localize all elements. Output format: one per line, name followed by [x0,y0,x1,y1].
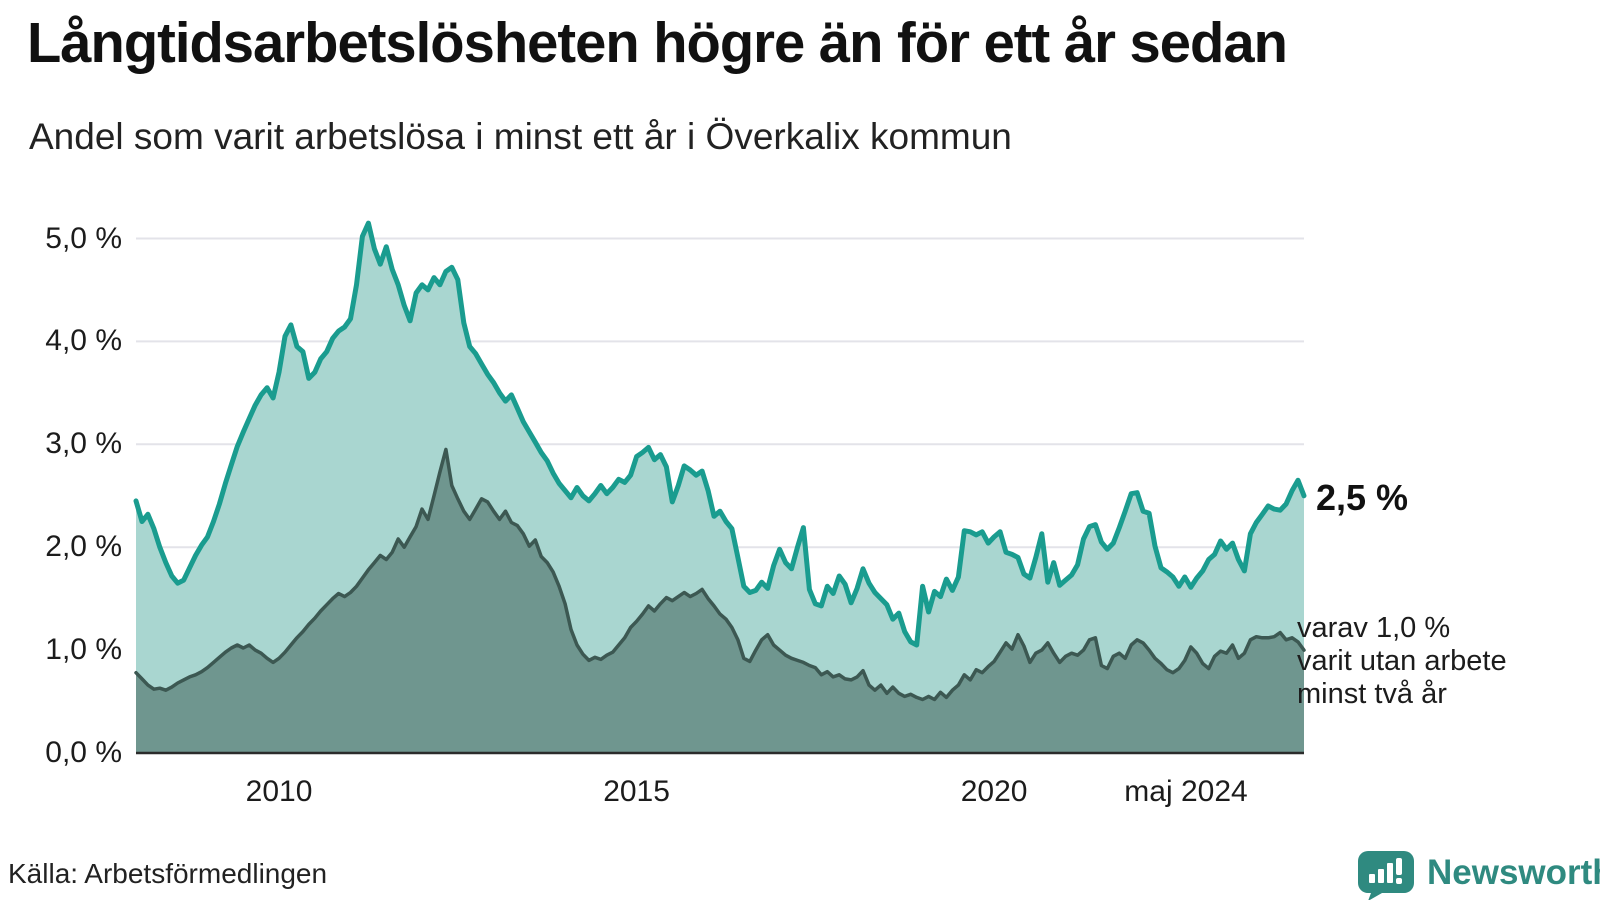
newsworthy-logo: Newsworthy [1358,851,1600,900]
chart-subtitle: Andel som varit arbetslösa i minst ett å… [29,116,1012,157]
x-tick-label: 2020 [960,775,1028,808]
source-note: Källa: Arbetsförmedlingen [8,858,328,889]
y-tick-label: 5,0 % [45,221,122,255]
x-tick-label: 2015 [603,775,670,808]
two-year-annotation: varav 1,0 % varit utan arbete minst två … [1297,612,1507,711]
two-year-area-fill [136,449,1304,753]
y-tick-label: 0,0 % [45,736,122,769]
newsworthy-logo-text: Newsworthy [1427,853,1600,892]
latest-value-label: 2,5 % [1316,477,1409,518]
two-year-line [134,447,1306,702]
y-tick-label: 4,0 % [45,324,122,358]
annotation-line-1: varav 1,0 % [1297,612,1451,644]
x-tick-label: maj 2024 [1124,775,1248,808]
y-tick-label: 3,0 % [45,427,122,461]
annotation-line-3: minst två år [1297,678,1447,710]
page-title: Långtidsarbetslösheten högre än för ett … [27,11,1288,75]
annotation-line-2: varit utan arbete [1297,645,1507,677]
x-tick-label: 2010 [245,775,313,808]
y-tick-label: 2,0 % [45,530,122,564]
total-line [133,220,1307,648]
newsworthy-logo-icon [1358,851,1414,900]
y-tick-label: 1,0 % [45,633,122,667]
